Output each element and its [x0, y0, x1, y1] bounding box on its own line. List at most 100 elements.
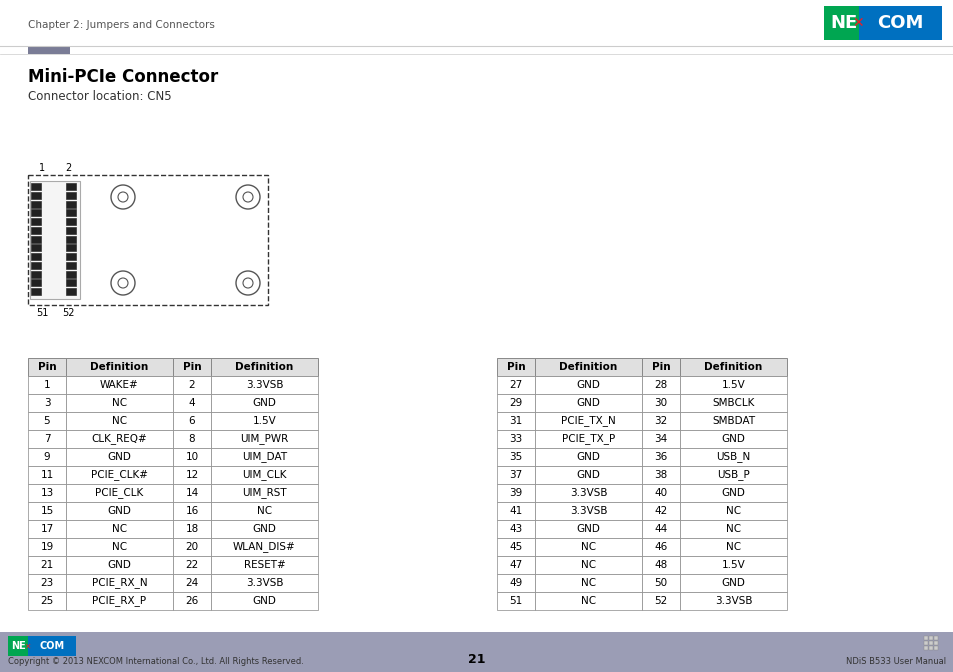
Text: UIM_PWR: UIM_PWR: [240, 433, 289, 444]
Bar: [211, 466, 317, 484]
Bar: [28, 466, 66, 484]
Bar: [30, 209, 41, 216]
Bar: [66, 192, 76, 199]
Bar: [28, 430, 66, 448]
Bar: [66, 412, 172, 430]
Text: 33: 33: [509, 434, 522, 444]
Text: PCIE_TX_P: PCIE_TX_P: [561, 433, 615, 444]
Text: 4: 4: [189, 398, 195, 408]
Bar: [30, 200, 41, 208]
Bar: [30, 262, 41, 269]
Text: 1.5V: 1.5V: [253, 416, 276, 426]
Bar: [66, 280, 76, 286]
Bar: [172, 520, 211, 538]
Text: 35: 35: [509, 452, 522, 462]
Bar: [679, 358, 786, 376]
Text: GND: GND: [576, 524, 599, 534]
Text: 34: 34: [654, 434, 667, 444]
Bar: [28, 592, 66, 610]
Bar: [30, 183, 41, 190]
Text: NC: NC: [112, 398, 127, 408]
Text: ✕: ✕: [24, 642, 30, 650]
Text: 46: 46: [654, 542, 667, 552]
Text: 24: 24: [185, 578, 198, 588]
Text: 10: 10: [185, 452, 198, 462]
Bar: [535, 538, 641, 556]
Bar: [28, 538, 66, 556]
Text: NC: NC: [580, 596, 596, 606]
Bar: [497, 484, 535, 502]
Text: NC: NC: [725, 506, 740, 516]
Bar: [211, 502, 317, 520]
Text: 17: 17: [40, 524, 53, 534]
Bar: [535, 520, 641, 538]
Bar: [211, 538, 317, 556]
Text: 1.5V: 1.5V: [720, 380, 744, 390]
Bar: [211, 592, 317, 610]
Bar: [679, 466, 786, 484]
Text: NC: NC: [112, 416, 127, 426]
Bar: [497, 376, 535, 394]
Bar: [66, 376, 172, 394]
Text: 51: 51: [509, 596, 522, 606]
Text: NC: NC: [112, 524, 127, 534]
Bar: [535, 592, 641, 610]
Bar: [28, 394, 66, 412]
Text: 14: 14: [185, 488, 198, 498]
Bar: [641, 574, 679, 592]
Text: 3.3VSB: 3.3VSB: [246, 578, 283, 588]
Text: GND: GND: [108, 506, 132, 516]
Text: Definition: Definition: [91, 362, 149, 372]
Bar: [30, 181, 80, 299]
Text: GND: GND: [576, 398, 599, 408]
Bar: [172, 556, 211, 574]
Bar: [641, 484, 679, 502]
Bar: [8, 636, 29, 656]
Text: 43: 43: [509, 524, 522, 534]
Text: GND: GND: [576, 452, 599, 462]
Bar: [497, 520, 535, 538]
Text: 12: 12: [185, 470, 198, 480]
Bar: [28, 502, 66, 520]
Bar: [66, 262, 76, 269]
Text: Copyright © 2013 NEXCOM International Co., Ltd. All Rights Reserved.: Copyright © 2013 NEXCOM International Co…: [8, 657, 304, 666]
Text: PCIE_TX_N: PCIE_TX_N: [560, 415, 616, 427]
Text: 36: 36: [654, 452, 667, 462]
Text: NC: NC: [112, 542, 127, 552]
Bar: [66, 574, 172, 592]
Bar: [679, 502, 786, 520]
Text: COM: COM: [40, 641, 65, 651]
Text: Definition: Definition: [235, 362, 294, 372]
Bar: [66, 236, 76, 243]
Text: 42: 42: [654, 506, 667, 516]
Text: Pin: Pin: [651, 362, 670, 372]
Text: GND: GND: [720, 488, 744, 498]
Text: 9: 9: [44, 452, 51, 462]
Bar: [28, 47, 70, 54]
Text: 27: 27: [509, 380, 522, 390]
Bar: [172, 430, 211, 448]
Bar: [30, 218, 41, 225]
Text: PCIE_RX_N: PCIE_RX_N: [91, 577, 147, 589]
Text: 39: 39: [509, 488, 522, 498]
Text: RESET#: RESET#: [243, 560, 285, 570]
Bar: [66, 358, 172, 376]
Text: 2: 2: [65, 163, 71, 173]
Bar: [172, 574, 211, 592]
Text: 44: 44: [654, 524, 667, 534]
Text: 6: 6: [189, 416, 195, 426]
Text: NC: NC: [580, 560, 596, 570]
Bar: [28, 358, 66, 376]
Text: Definition: Definition: [703, 362, 761, 372]
Bar: [29, 636, 76, 656]
Bar: [0, 632, 953, 672]
Bar: [66, 448, 172, 466]
Text: 16: 16: [185, 506, 198, 516]
Text: 1.5V: 1.5V: [720, 560, 744, 570]
Bar: [928, 641, 932, 645]
Bar: [172, 448, 211, 466]
Bar: [211, 412, 317, 430]
Text: 45: 45: [509, 542, 522, 552]
Bar: [66, 200, 76, 208]
Text: Pin: Pin: [182, 362, 201, 372]
